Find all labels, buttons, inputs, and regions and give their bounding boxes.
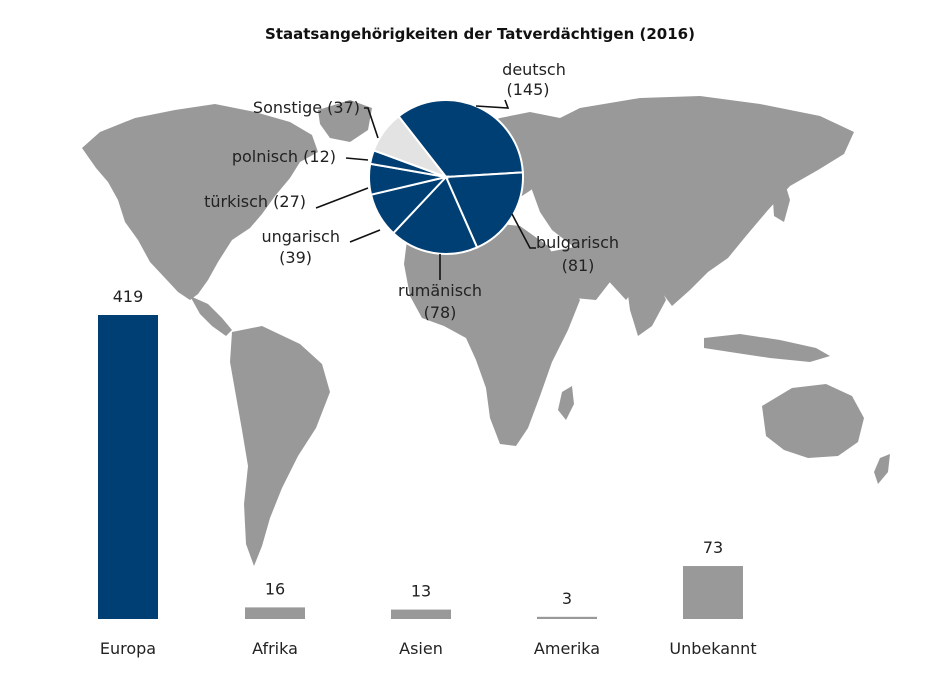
bar-Unbekannt <box>683 566 743 619</box>
pie-label-deutsch: deutsch <box>502 60 566 79</box>
pie-slice-rumänisch <box>391 175 479 255</box>
bar-category-Amerika: Amerika <box>534 639 600 658</box>
pie-leader-line <box>475 99 510 109</box>
map-greenland <box>318 100 372 142</box>
pie-leader-line <box>511 213 536 249</box>
map-indonesia <box>704 334 830 362</box>
bar-value-Europa: 419 <box>113 287 144 306</box>
map-central-america <box>190 296 232 336</box>
map-asia <box>532 96 854 306</box>
pie-value-deutsch: (145) <box>506 80 549 99</box>
bar-category-Europa: Europa <box>100 639 156 658</box>
bar-category-Afrika: Afrika <box>252 639 298 658</box>
map-arabia <box>548 246 610 300</box>
bar-Afrika <box>245 607 305 619</box>
pie-label-türkisch: türkisch (27) <box>204 192 306 211</box>
pie-value-ungarisch: (39) <box>279 248 312 267</box>
map-new-zealand <box>874 454 890 484</box>
bar-value-Asien: 13 <box>411 582 431 601</box>
bar-value-Afrika: 16 <box>265 579 285 598</box>
map-south-america <box>230 326 330 566</box>
bar-chart: 419 Europa 16 Afrika 13 Asien 3 Amerika 73 Unbeka… <box>98 287 757 658</box>
pie-slice-Sonstige <box>372 114 449 180</box>
chart-title: Staatsangehörigkeiten der Tatverdächtige… <box>265 25 695 43</box>
bar-value-Amerika: 3 <box>562 589 572 608</box>
pie-value-bulgarisch: (81) <box>562 256 595 275</box>
pie-label-rumänisch: rumänisch <box>398 281 482 300</box>
bar-Asien <box>391 609 451 619</box>
bar-Europa <box>98 315 158 619</box>
map-madagascar <box>558 386 574 420</box>
bar-category-Asien: Asien <box>399 639 443 658</box>
pie-label-Sonstige: Sonstige (37) <box>253 98 360 117</box>
map-india <box>626 276 666 336</box>
bar-Amerika <box>537 616 597 619</box>
pie-chart: deutsch(145) bulgarisch (81) rumänisch (78) u… <box>204 60 619 322</box>
pie-leader-line <box>364 107 379 139</box>
pie-label-polnisch: polnisch (12) <box>232 147 336 166</box>
pie-leader-line <box>349 229 381 243</box>
map-africa <box>404 218 580 446</box>
bar-value-Unbekannt: 73 <box>703 538 723 557</box>
pie-leader-line <box>315 187 369 209</box>
pie-label-ungarisch: ungarisch <box>261 227 340 246</box>
map-north-america <box>82 104 318 300</box>
map-australia <box>762 384 864 458</box>
pie-leader-line <box>345 157 369 161</box>
pie-slice-bulgarisch <box>444 171 524 249</box>
pie-value-rumänisch: (78) <box>424 303 457 322</box>
pie-label-bulgarisch: bulgarisch <box>536 233 619 252</box>
map-japan <box>772 180 790 222</box>
bar-category-Unbekannt: Unbekannt <box>669 639 756 658</box>
